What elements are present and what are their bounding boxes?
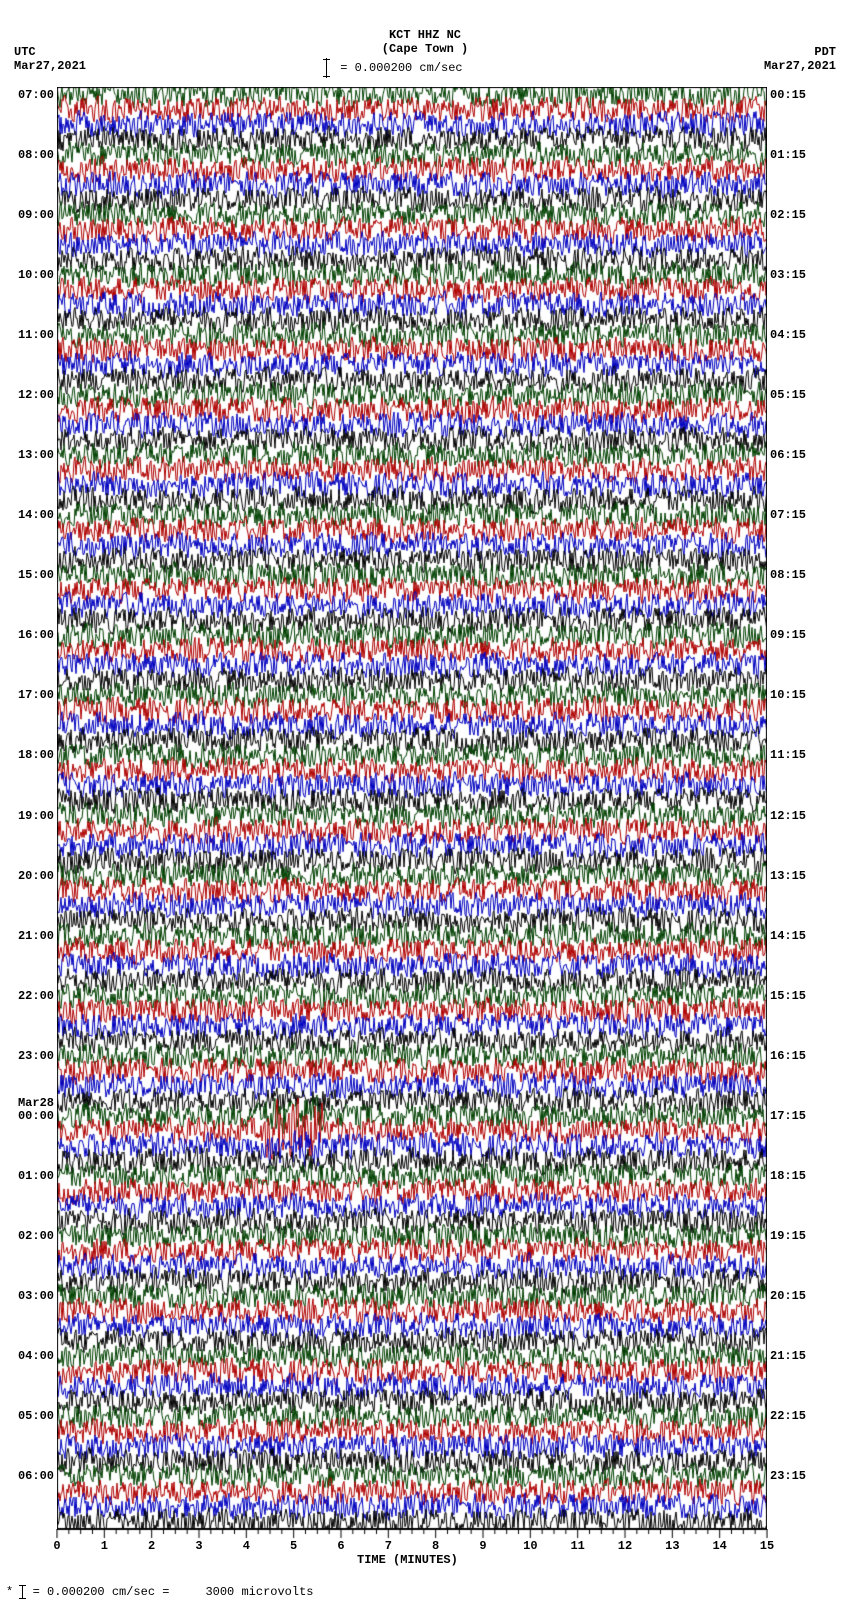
pdt-hour-label: 18:15 [770, 1169, 806, 1183]
utc-hour-label: 22:00 [18, 989, 54, 1003]
right-date-label: Mar27,2021 [764, 59, 836, 73]
utc-hour-label: 14:00 [18, 508, 54, 522]
x-tick-label: 2 [148, 1539, 155, 1553]
pdt-hour-label: 20:15 [770, 1289, 806, 1303]
scale-bar-icon [326, 58, 327, 78]
x-axis-ticks [56, 1529, 768, 1545]
utc-hour-label: 03:00 [18, 1289, 54, 1303]
x-tick-label: 7 [385, 1539, 392, 1553]
utc-hour-label: 00:00 [18, 1109, 54, 1123]
utc-hour-label: 23:00 [18, 1049, 54, 1063]
pdt-hour-label: 05:15 [770, 388, 806, 402]
utc-hour-label: 16:00 [18, 628, 54, 642]
utc-hour-label: 08:00 [18, 148, 54, 162]
utc-hour-label: 05:00 [18, 1409, 54, 1423]
pdt-hour-label: 08:15 [770, 568, 806, 582]
pdt-hour-label: 19:15 [770, 1229, 806, 1243]
x-tick-label: 0 [53, 1539, 60, 1553]
utc-hour-label: 20:00 [18, 869, 54, 883]
utc-hour-label: 21:00 [18, 929, 54, 943]
utc-hour-label: 15:00 [18, 568, 54, 582]
pdt-hour-label: 10:15 [770, 688, 806, 702]
utc-hour-label: 01:00 [18, 1169, 54, 1183]
utc-hour-label: 04:00 [18, 1349, 54, 1363]
x-tick-label: 3 [195, 1539, 202, 1553]
station-line1: KCT HHZ NC [0, 28, 850, 42]
utc-hour-label: 17:00 [18, 688, 54, 702]
pdt-hour-label: 23:15 [770, 1469, 806, 1483]
pdt-hour-label: 22:15 [770, 1409, 806, 1423]
pdt-hour-label: 07:15 [770, 508, 806, 522]
utc-hour-label: 07:00 [18, 88, 54, 102]
footer-text-after: 3000 microvolts [205, 1585, 313, 1599]
scale-bar-label: = 0.000200 cm/sec [340, 61, 462, 75]
utc-hour-label: 12:00 [18, 388, 54, 402]
utc-hour-label: 18:00 [18, 748, 54, 762]
x-tick-label: 15 [760, 1539, 774, 1553]
pdt-hour-label: 17:15 [770, 1109, 806, 1123]
pdt-hour-label: 21:15 [770, 1349, 806, 1363]
pdt-hour-label: 12:15 [770, 809, 806, 823]
left-date-label: Mar27,2021 [14, 59, 86, 73]
pdt-hour-label: 00:15 [770, 88, 806, 102]
utc-hour-label: 13:00 [18, 448, 54, 462]
pdt-hour-label: 03:15 [770, 268, 806, 282]
left-tz-label: UTC [14, 45, 36, 59]
footer-text-before: = 0.000200 cm/sec = [33, 1585, 170, 1599]
x-tick-label: 1 [101, 1539, 108, 1553]
utc-hour-label: 02:00 [18, 1229, 54, 1243]
pdt-hour-label: 14:15 [770, 929, 806, 943]
pdt-hour-label: 02:15 [770, 208, 806, 222]
x-tick-label: 14 [712, 1539, 726, 1553]
x-tick-label: 12 [618, 1539, 632, 1553]
pdt-hour-label: 06:15 [770, 448, 806, 462]
utc-hour-label: 11:00 [18, 328, 54, 342]
utc-day-change-label: Mar28 [18, 1096, 54, 1110]
helicorder-plot [57, 87, 767, 1529]
utc-hour-label: 10:00 [18, 268, 54, 282]
pdt-hour-label: 15:15 [770, 989, 806, 1003]
x-tick-label: 13 [665, 1539, 679, 1553]
x-tick-label: 10 [523, 1539, 537, 1553]
x-tick-label: 5 [290, 1539, 297, 1553]
right-tz-label: PDT [814, 45, 836, 59]
footer-star: * [6, 1585, 13, 1599]
helicorder-canvas [57, 87, 767, 1529]
utc-hour-label: 09:00 [18, 208, 54, 222]
pdt-hour-label: 01:15 [770, 148, 806, 162]
footer-bar-icon [22, 1585, 23, 1599]
pdt-hour-label: 11:15 [770, 748, 806, 762]
pdt-hour-label: 16:15 [770, 1049, 806, 1063]
footer-scale: * = 0.000200 cm/sec = 3000 microvolts [6, 1585, 313, 1599]
scale-bar-top: = 0.000200 cm/sec [326, 58, 463, 78]
utc-hour-label: 06:00 [18, 1469, 54, 1483]
x-tick-label: 6 [337, 1539, 344, 1553]
pdt-hour-label: 09:15 [770, 628, 806, 642]
x-tick-label: 11 [570, 1539, 584, 1553]
x-tick-label: 9 [479, 1539, 486, 1553]
x-tick-label: 8 [432, 1539, 439, 1553]
utc-hour-label: 19:00 [18, 809, 54, 823]
pdt-hour-label: 04:15 [770, 328, 806, 342]
station-line2: (Cape Town ) [0, 42, 850, 56]
x-tick-label: 4 [243, 1539, 250, 1553]
pdt-hour-label: 13:15 [770, 869, 806, 883]
x-axis-title: TIME (MINUTES) [357, 1553, 458, 1567]
